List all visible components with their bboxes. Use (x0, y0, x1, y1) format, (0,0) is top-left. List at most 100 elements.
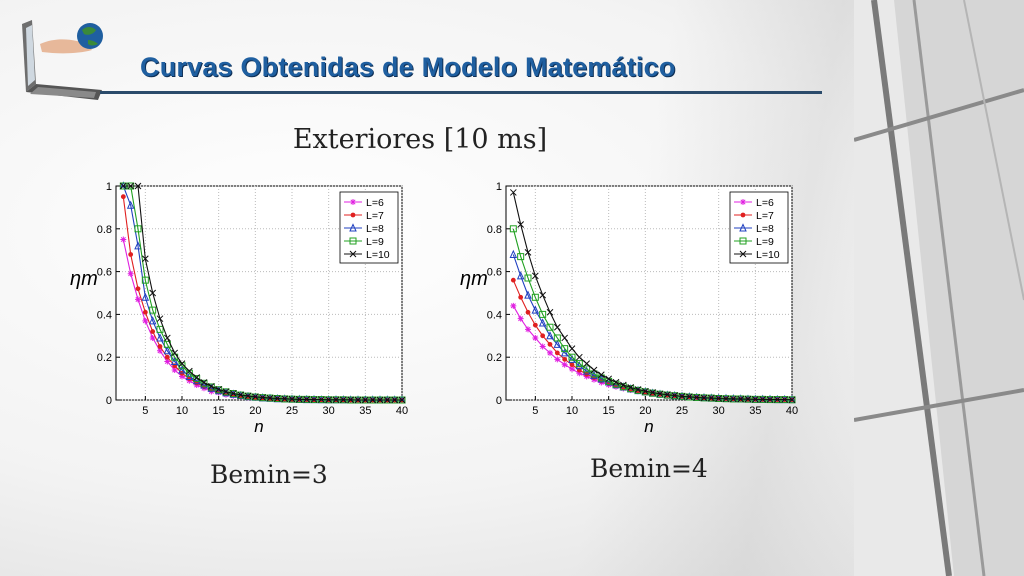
data-point (671, 392, 679, 399)
data-point (163, 334, 171, 342)
data-point (251, 393, 259, 401)
legend-label: L=10 (366, 249, 390, 261)
x-tick-label: 10 (566, 405, 578, 417)
data-point (569, 365, 575, 372)
y-tick-label: 0 (106, 395, 112, 407)
x-tick-label: 15 (213, 405, 225, 417)
data-point (547, 341, 553, 347)
data-point (156, 315, 164, 323)
x-tick-label: 5 (532, 405, 538, 417)
data-point (142, 309, 148, 315)
data-point (700, 394, 708, 402)
data-point (185, 367, 193, 375)
data-point (134, 225, 142, 233)
data-point (150, 329, 156, 334)
data-point (737, 395, 745, 403)
data-point (170, 356, 179, 365)
data-point (729, 395, 737, 403)
data-point (597, 371, 605, 379)
data-point (612, 378, 620, 386)
data-point (134, 182, 142, 190)
laptop-globe-icon (22, 20, 103, 100)
data-point (538, 318, 547, 327)
data-point (303, 396, 311, 403)
legend-swatch-marker (349, 223, 357, 232)
x-axis-label: n (644, 417, 653, 436)
data-point (164, 358, 171, 365)
slide-title: Curvas Obtenidas de Modelo Matemático (140, 52, 676, 82)
data-point (156, 333, 164, 342)
y-tick-label: 0 (496, 395, 502, 407)
data-point (149, 289, 157, 297)
legend-swatch-marker (349, 250, 357, 258)
data-point (627, 384, 635, 391)
data-point (354, 396, 362, 404)
data-point (193, 375, 201, 383)
data-point (157, 347, 163, 354)
x-tick-label: 20 (639, 405, 651, 417)
data-point (553, 323, 561, 331)
data-point (575, 353, 583, 361)
data-point (788, 396, 796, 404)
data-point (532, 322, 538, 328)
y-tick-label: 1 (496, 181, 502, 193)
data-point (200, 379, 208, 386)
y-axis-label: ηm (460, 268, 488, 290)
data-point (178, 360, 186, 367)
data-point (554, 350, 560, 356)
series-L=10 (119, 182, 406, 404)
data-point (171, 349, 179, 357)
data-point (237, 391, 245, 399)
data-point (759, 396, 767, 403)
data-point (525, 309, 531, 315)
chart-svg: 5 10 15 20 25 30 35 4000.20.40.60.81nηmL=6L=7L=… (70, 181, 408, 436)
data-point (605, 375, 613, 383)
data-point (510, 277, 516, 283)
x-tick-label: 30 (323, 405, 335, 417)
data-point (339, 396, 347, 404)
y-tick-label: 0.8 (97, 224, 112, 236)
data-point (135, 286, 141, 292)
y-tick-label: 0.4 (97, 309, 112, 321)
data-point (583, 365, 591, 373)
data-point (128, 252, 134, 257)
data-point (516, 271, 525, 280)
data-point (135, 296, 141, 303)
data-point (141, 276, 149, 284)
data-point (619, 383, 627, 391)
data-point (266, 394, 274, 402)
data-point (207, 382, 215, 390)
x-tick-label: 30 (713, 405, 725, 417)
data-point (582, 366, 591, 375)
legend-swatch-marker (739, 250, 747, 258)
data-point (126, 200, 135, 209)
x-tick-label: 40 (786, 405, 798, 417)
data-point (398, 396, 406, 404)
data-point (120, 194, 126, 200)
data-point (561, 345, 569, 353)
legend-swatch-marker (739, 237, 747, 245)
data-point (524, 274, 532, 282)
data-point (134, 241, 142, 250)
data-point (222, 388, 230, 396)
data-point (244, 392, 252, 400)
legend-label: L=7 (756, 210, 774, 222)
data-point (568, 345, 576, 352)
data-point (539, 343, 546, 350)
data-point (156, 325, 164, 333)
data-point (583, 360, 591, 367)
legend-swatch-marker (739, 223, 747, 232)
data-point (141, 255, 149, 263)
legend-label: L=8 (366, 223, 384, 235)
data-point (531, 272, 539, 280)
data-point (715, 395, 723, 402)
data-point (547, 349, 553, 356)
data-point (510, 302, 517, 309)
data-point (524, 290, 532, 299)
data-point (561, 361, 568, 368)
data-point (751, 396, 759, 403)
data-point (273, 395, 281, 402)
data-point (509, 225, 517, 233)
data-point (157, 344, 163, 349)
title-underline (100, 91, 822, 94)
